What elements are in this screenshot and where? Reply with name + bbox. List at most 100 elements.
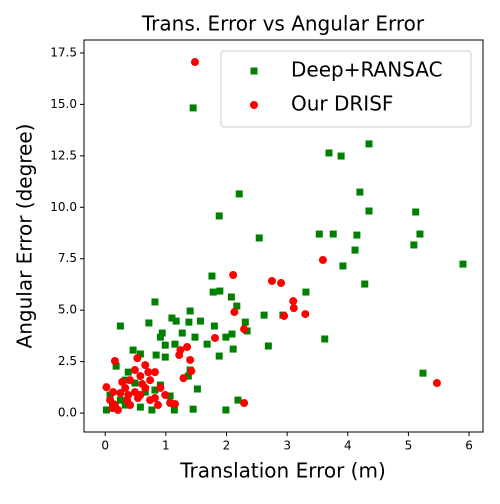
point bbox=[329, 230, 337, 238]
x-tick-label: 3 bbox=[283, 439, 291, 453]
point bbox=[131, 379, 139, 387]
point bbox=[419, 369, 427, 377]
point bbox=[215, 352, 223, 360]
point bbox=[130, 366, 139, 375]
point bbox=[416, 230, 424, 238]
point bbox=[116, 396, 124, 404]
point bbox=[190, 58, 199, 67]
point bbox=[302, 288, 310, 296]
point bbox=[112, 362, 120, 370]
point bbox=[110, 357, 119, 366]
point bbox=[250, 101, 258, 109]
point bbox=[432, 379, 441, 388]
point bbox=[235, 190, 243, 198]
point bbox=[116, 389, 125, 398]
point bbox=[186, 307, 194, 315]
point bbox=[175, 351, 184, 360]
point bbox=[240, 398, 249, 407]
point bbox=[301, 310, 310, 319]
point bbox=[158, 329, 166, 337]
point bbox=[153, 401, 162, 410]
legend-label: Our DRISF bbox=[291, 92, 393, 116]
point bbox=[227, 293, 235, 301]
point bbox=[152, 351, 160, 359]
point bbox=[280, 311, 289, 320]
point bbox=[136, 372, 145, 381]
point bbox=[106, 396, 115, 405]
x-tick-label: 4 bbox=[344, 439, 352, 453]
point bbox=[189, 104, 197, 112]
point bbox=[121, 401, 129, 409]
chart-title: Trans. Error vs Angular Error bbox=[141, 12, 425, 36]
point bbox=[146, 376, 155, 385]
point bbox=[123, 396, 132, 405]
point bbox=[203, 340, 211, 348]
y-tick-label: 0.0 bbox=[58, 406, 77, 420]
point bbox=[209, 288, 217, 296]
point bbox=[161, 341, 169, 349]
point bbox=[138, 380, 147, 389]
point bbox=[189, 405, 197, 413]
point bbox=[228, 330, 236, 338]
point bbox=[365, 140, 373, 148]
point bbox=[141, 361, 150, 370]
point bbox=[321, 335, 329, 343]
point bbox=[250, 67, 258, 75]
point bbox=[133, 354, 142, 363]
point bbox=[318, 255, 327, 264]
point bbox=[230, 308, 239, 317]
point bbox=[136, 403, 144, 411]
point bbox=[106, 391, 114, 399]
point bbox=[166, 392, 174, 400]
point bbox=[184, 372, 192, 380]
point bbox=[233, 302, 241, 310]
point bbox=[277, 279, 286, 288]
point bbox=[170, 406, 178, 414]
point bbox=[222, 333, 230, 341]
point bbox=[144, 368, 153, 377]
point bbox=[179, 374, 188, 383]
point bbox=[356, 188, 364, 196]
point bbox=[121, 383, 130, 392]
point bbox=[124, 368, 132, 376]
point bbox=[193, 385, 201, 393]
x-tick-label: 0 bbox=[101, 439, 109, 453]
point bbox=[365, 207, 373, 215]
point bbox=[130, 388, 139, 397]
point bbox=[267, 276, 276, 285]
point bbox=[339, 262, 347, 270]
point bbox=[353, 231, 361, 239]
point bbox=[240, 325, 249, 334]
point bbox=[210, 333, 219, 342]
point bbox=[289, 304, 298, 313]
point bbox=[171, 340, 179, 348]
point bbox=[129, 346, 137, 354]
x-tick-label: 5 bbox=[405, 439, 413, 453]
point bbox=[208, 272, 216, 280]
point bbox=[459, 260, 467, 268]
x-axis-label: Translation Error (m) bbox=[179, 459, 386, 483]
point bbox=[133, 394, 142, 403]
point bbox=[351, 246, 359, 254]
legend bbox=[220, 50, 472, 128]
point bbox=[216, 287, 224, 295]
point bbox=[325, 149, 333, 157]
point bbox=[148, 406, 156, 414]
point bbox=[178, 329, 186, 337]
point bbox=[145, 319, 153, 327]
y-tick-label: 10.0 bbox=[50, 200, 77, 214]
point bbox=[337, 152, 345, 160]
point bbox=[185, 318, 193, 326]
point bbox=[150, 394, 159, 403]
y-tick-label: 15.0 bbox=[50, 97, 77, 111]
point bbox=[108, 404, 117, 413]
point bbox=[102, 383, 111, 392]
point bbox=[136, 350, 144, 358]
y-tick-label: 2.5 bbox=[58, 354, 77, 368]
point bbox=[161, 353, 169, 361]
point bbox=[361, 280, 369, 288]
point bbox=[260, 311, 268, 319]
y-tick-label: 5.0 bbox=[58, 303, 77, 317]
point bbox=[215, 212, 223, 220]
point bbox=[196, 317, 204, 325]
